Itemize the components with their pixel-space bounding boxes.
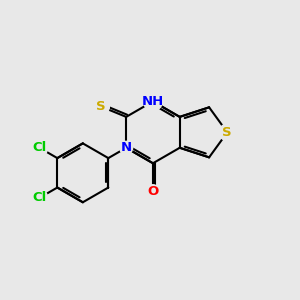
Circle shape <box>93 98 110 115</box>
Text: S: S <box>223 126 232 139</box>
Text: S: S <box>96 100 106 113</box>
Circle shape <box>31 140 48 156</box>
Text: Cl: Cl <box>32 191 46 204</box>
Text: N: N <box>121 141 132 154</box>
Circle shape <box>143 92 162 111</box>
Text: NH: NH <box>142 95 164 108</box>
Circle shape <box>219 124 236 141</box>
Circle shape <box>146 185 159 198</box>
Circle shape <box>120 141 133 154</box>
Text: Cl: Cl <box>32 141 46 154</box>
Circle shape <box>31 190 48 206</box>
Text: O: O <box>147 185 159 198</box>
